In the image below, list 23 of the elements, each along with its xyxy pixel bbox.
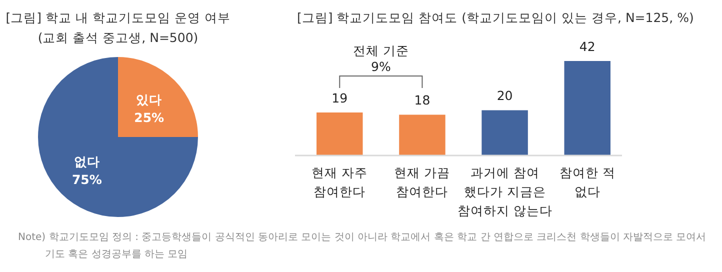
slice-label: 있다: [136, 92, 162, 107]
pie-slice: [118, 57, 198, 137]
data-label: 19: [332, 90, 348, 106]
slice-label: 없다: [74, 154, 100, 170]
text: Note) 학교기도모임 정의 : 중고등학생들이 공식적인 동아리로 모이는 것이 아니라 학교에서 혹은 학교 간 연합으로 크리스천 학생들이 자발적으로 모여서 기도 혹은 성경공부를 하는 모임: [18, 232, 706, 260]
data-label: 75%: [72, 172, 102, 188]
x-tick-label: 과거에 참여 했다가 지금은 참여하지 않는다: [457, 165, 552, 218]
data-label: 42: [579, 39, 596, 54]
chart-title: [그림] 학교 내 학교기도모임 운영 여부: [6, 10, 230, 25]
chart-subtitle: (교회 출석 중고생, N=500): [38, 30, 198, 45]
bar: [399, 114, 446, 155]
x-tick-label: 현재 자주 참여한다: [312, 165, 368, 199]
data-label: 25%: [134, 110, 165, 125]
data-label: 20: [496, 88, 513, 104]
pie-slice: [38, 57, 198, 217]
x-tick-label: 현재 가끔 참여한다: [394, 165, 450, 199]
bar: [316, 112, 363, 155]
bar: [482, 110, 528, 155]
x-tick-label: 참여한 적 없다: [559, 165, 616, 199]
bar: [564, 61, 610, 155]
data-label: 18: [414, 92, 430, 108]
chart-title: [그림] 학교기도모임 참여도 (학교기도모임이 있는 경우, N=125, %): [297, 10, 694, 25]
annotation: 전체 기준 9%: [352, 43, 409, 74]
